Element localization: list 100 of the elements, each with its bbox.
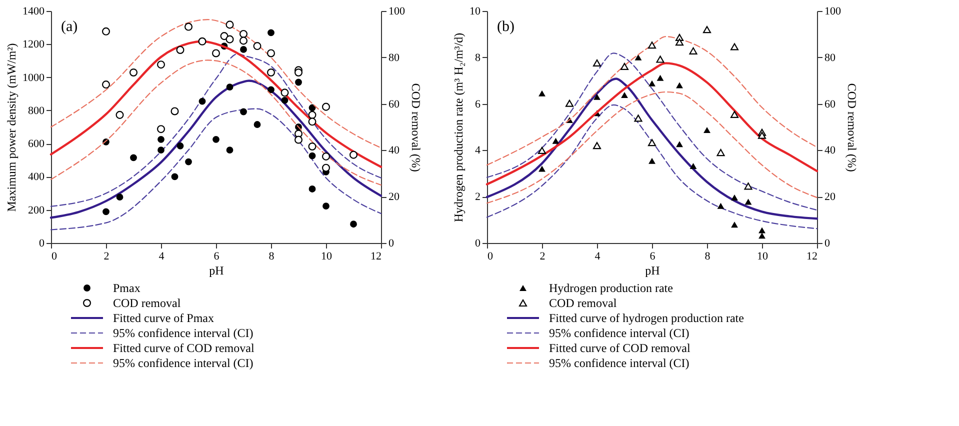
point xyxy=(308,186,316,192)
point xyxy=(254,121,261,128)
y2-tick-label: 0 xyxy=(824,238,830,250)
point xyxy=(758,132,766,139)
point xyxy=(322,102,330,111)
y-tick-label: 1000 xyxy=(22,72,45,84)
y-tick-label: 2 xyxy=(475,191,480,204)
line-series xyxy=(50,60,382,186)
legend-label: Hydrogen production rate xyxy=(549,281,673,295)
y-tick-label: 4 xyxy=(475,144,481,157)
y-axis-title: Maximum power density (mW/m²) xyxy=(4,43,18,212)
point xyxy=(716,148,725,156)
x-tick-label: 0 xyxy=(52,250,58,262)
y2-tick-label: 60 xyxy=(388,98,400,110)
point xyxy=(538,146,546,154)
point xyxy=(198,98,206,105)
legend-label: 95% confidence interval (CI) xyxy=(113,326,254,340)
point xyxy=(620,62,629,70)
point xyxy=(156,125,166,134)
point xyxy=(689,47,698,54)
y-tick-label: 1200 xyxy=(22,38,45,51)
point xyxy=(240,46,247,53)
point xyxy=(102,208,110,216)
y2-tick-label: 20 xyxy=(388,191,400,204)
line-series xyxy=(486,104,818,230)
point xyxy=(552,138,560,144)
y-tick-label: 8 xyxy=(475,52,481,64)
point xyxy=(184,22,193,31)
line-series xyxy=(50,108,382,230)
line-series xyxy=(486,78,818,220)
point xyxy=(240,108,247,116)
point xyxy=(690,162,697,169)
x-axis-title: pH xyxy=(645,264,660,278)
point xyxy=(266,49,276,58)
x-tick-label: 10 xyxy=(757,250,768,262)
x-tick-label: 2 xyxy=(104,250,110,262)
y-tick-label: 800 xyxy=(28,104,45,117)
line-series xyxy=(50,80,382,219)
legend-label: COD removal xyxy=(113,296,182,310)
y2-tick-label: 40 xyxy=(388,144,400,157)
y2-axis-title: COD removal (%) xyxy=(409,83,423,172)
point xyxy=(350,220,357,228)
x-tick-label: 0 xyxy=(488,250,494,262)
point xyxy=(538,90,546,96)
point xyxy=(648,138,656,146)
legend-label: Pmax xyxy=(113,281,140,295)
y-tick-label: 6 xyxy=(475,98,481,110)
point xyxy=(158,146,164,154)
point xyxy=(170,107,179,116)
point xyxy=(294,136,303,144)
legend-label: 95% confidence interval (CI) xyxy=(549,356,690,370)
annotation: (b) xyxy=(497,19,514,35)
point xyxy=(212,136,220,143)
y-tick-label: 600 xyxy=(28,138,45,150)
point xyxy=(280,88,289,97)
y2-tick-label: 40 xyxy=(824,144,836,157)
y2-tick-label: 0 xyxy=(388,238,394,250)
point xyxy=(176,46,184,54)
point xyxy=(156,60,166,69)
point xyxy=(176,142,184,150)
point xyxy=(102,80,110,89)
point xyxy=(171,173,178,180)
y-tick-label: 0 xyxy=(475,238,481,250)
point xyxy=(226,146,234,154)
point xyxy=(731,194,738,201)
point xyxy=(744,198,752,205)
point xyxy=(758,227,766,234)
point xyxy=(102,27,110,36)
point xyxy=(565,100,574,107)
y2-tick-label: 80 xyxy=(824,52,836,64)
legend-label: COD removal xyxy=(549,296,618,310)
x-tick-label: 12 xyxy=(370,250,382,262)
point xyxy=(308,142,316,150)
y-tick-label: 0 xyxy=(39,238,45,250)
point xyxy=(268,86,274,94)
x-tick-label: 4 xyxy=(594,250,601,262)
point xyxy=(198,37,206,46)
point xyxy=(592,142,602,150)
y-tick-label: 10 xyxy=(470,6,481,18)
line-series xyxy=(486,91,818,204)
point xyxy=(634,114,642,122)
point xyxy=(158,136,164,143)
point xyxy=(308,152,316,160)
y2-tick-label: 20 xyxy=(824,191,836,204)
y2-axis-title: COD removal (%) xyxy=(845,83,859,172)
point xyxy=(322,202,330,210)
point xyxy=(592,59,602,67)
point xyxy=(648,80,656,86)
y2-tick-label: 100 xyxy=(824,6,842,18)
point xyxy=(730,110,739,118)
annotation: (a) xyxy=(61,19,78,35)
line-series xyxy=(50,19,382,148)
x-tick-label: 6 xyxy=(650,250,656,262)
legend-label: 95% confidence interval (CI) xyxy=(113,356,254,370)
point xyxy=(676,141,683,148)
point xyxy=(349,150,358,159)
point xyxy=(116,194,124,201)
x-tick-label: 6 xyxy=(214,250,220,262)
point xyxy=(648,42,656,49)
point xyxy=(634,54,642,60)
